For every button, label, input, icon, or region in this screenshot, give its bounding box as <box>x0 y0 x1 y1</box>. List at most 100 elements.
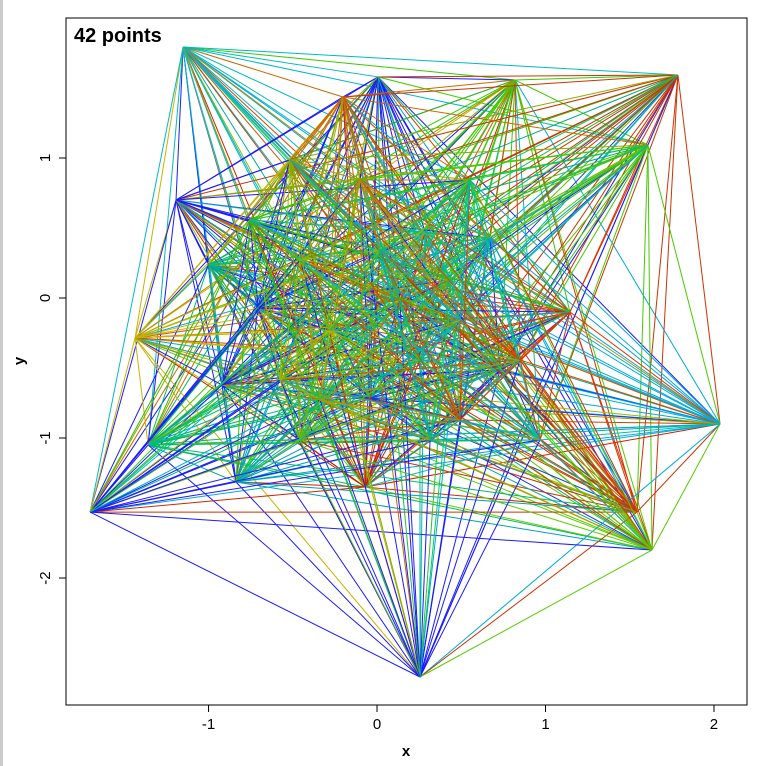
edge <box>299 259 371 399</box>
edge <box>249 219 721 425</box>
edge <box>514 74 678 81</box>
edge <box>249 219 501 371</box>
edge <box>279 259 301 381</box>
edge <box>647 144 721 425</box>
edge <box>299 179 471 441</box>
edge <box>647 144 653 551</box>
y-axis-label: y <box>11 356 28 365</box>
edge <box>449 279 721 425</box>
edge <box>299 279 451 441</box>
edge <box>90 439 541 513</box>
edge <box>279 159 291 381</box>
edge <box>249 219 381 251</box>
edge <box>379 249 541 441</box>
edge <box>249 159 291 221</box>
edge <box>399 179 471 301</box>
edge <box>134 159 291 339</box>
edge <box>289 159 321 401</box>
edge <box>489 74 679 239</box>
edge <box>235 219 251 483</box>
window-edge <box>0 0 3 766</box>
x-tick-label: 2 <box>710 716 718 733</box>
edge <box>364 486 653 551</box>
edge <box>221 259 301 386</box>
edge <box>249 179 471 221</box>
edge <box>257 307 653 551</box>
edge <box>469 179 638 513</box>
edge <box>235 159 291 483</box>
edge <box>175 199 237 483</box>
edge <box>469 179 521 361</box>
edge <box>379 249 461 421</box>
edge <box>319 359 521 401</box>
edge <box>299 259 421 678</box>
edge <box>208 264 401 301</box>
edge <box>175 179 471 201</box>
edge <box>651 423 721 551</box>
edge <box>257 279 451 309</box>
edge <box>147 219 251 446</box>
edge <box>359 179 381 251</box>
edge <box>289 159 361 181</box>
edge <box>379 237 491 251</box>
edge <box>342 96 649 146</box>
edge <box>289 159 521 361</box>
x-axis-label: x <box>402 743 411 760</box>
edge <box>569 144 649 313</box>
edge <box>499 144 649 371</box>
edge <box>469 79 516 181</box>
edge <box>469 179 721 425</box>
edge <box>459 359 521 421</box>
edge <box>289 159 461 321</box>
edge <box>290 144 648 161</box>
edge <box>249 219 521 361</box>
edge <box>235 439 541 483</box>
y-tick-label: -1 <box>37 431 54 444</box>
edge <box>89 249 381 513</box>
edge <box>235 74 679 483</box>
edge <box>89 76 379 513</box>
edge <box>319 279 451 401</box>
y-tick-label: 1 <box>37 154 54 162</box>
edge <box>459 319 541 441</box>
edge <box>279 379 366 488</box>
edge <box>379 74 679 251</box>
edge <box>183 46 678 76</box>
edge <box>364 359 421 488</box>
edge <box>208 264 638 513</box>
edge <box>221 179 361 386</box>
edge <box>279 359 421 381</box>
edge <box>290 159 471 181</box>
edge <box>279 319 461 381</box>
edge <box>175 179 361 201</box>
edge <box>319 399 653 551</box>
edge <box>429 74 679 441</box>
edge <box>379 249 721 425</box>
edge <box>342 96 361 181</box>
edge <box>364 439 431 488</box>
edge <box>221 74 679 386</box>
edge <box>539 423 721 441</box>
edge <box>279 379 431 441</box>
edge <box>279 379 638 513</box>
edge <box>299 259 451 281</box>
edge <box>379 249 421 678</box>
edge <box>299 419 461 441</box>
edge <box>89 359 421 513</box>
edge <box>235 481 638 513</box>
edge <box>221 219 251 386</box>
edge <box>329 319 461 331</box>
edge <box>134 46 184 339</box>
edge <box>235 481 366 488</box>
edge <box>359 144 648 181</box>
edge <box>249 219 421 678</box>
edge <box>89 46 184 513</box>
edge <box>175 74 679 201</box>
edge <box>299 179 471 261</box>
edge <box>89 511 421 678</box>
edge <box>289 159 301 440</box>
edge <box>257 307 421 678</box>
edge <box>289 159 721 425</box>
edge <box>459 419 541 441</box>
edge <box>319 399 541 441</box>
